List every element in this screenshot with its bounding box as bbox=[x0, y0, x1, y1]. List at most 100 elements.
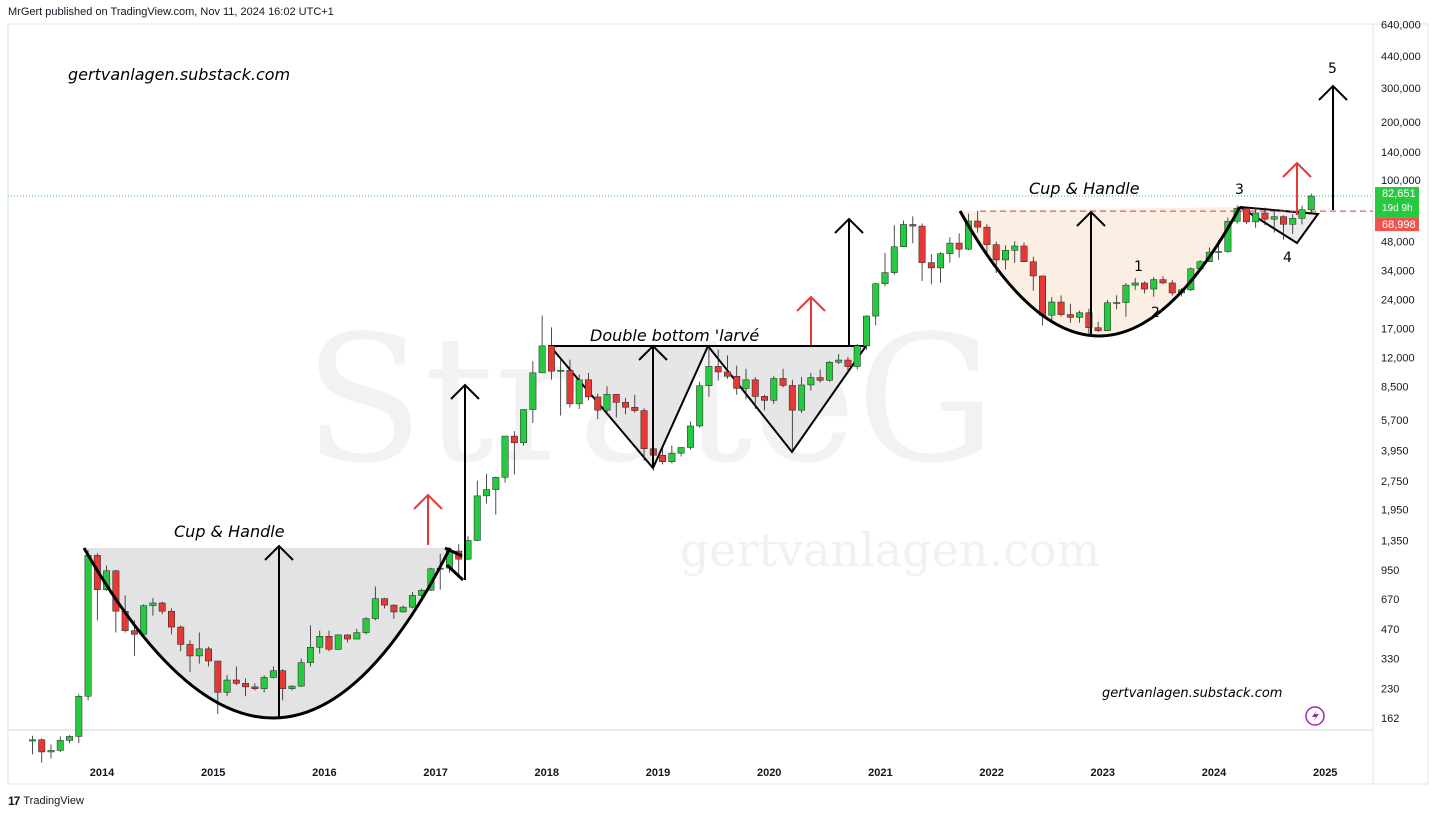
cup-handle-label-2: Cup & Handle bbox=[1029, 179, 1140, 198]
candle-body bbox=[269, 670, 277, 678]
candle-body bbox=[279, 670, 287, 689]
candle-body bbox=[520, 409, 528, 443]
breakout2-arrow bbox=[834, 217, 864, 346]
price-axis[interactable]: 640,000 440,000 300,000 200,000 140,000 100,0… bbox=[1381, 20, 1421, 725]
candle-body bbox=[316, 636, 324, 648]
candle-body bbox=[112, 570, 120, 612]
candle-body bbox=[909, 224, 917, 227]
candle-body bbox=[510, 435, 518, 443]
cup2-curve bbox=[958, 206, 1242, 338]
candle-body bbox=[705, 366, 713, 386]
candle-body bbox=[399, 606, 407, 613]
candle-body bbox=[770, 378, 778, 401]
time-axis[interactable]: 2014 2015 2016 2017 2018 2019 2020 2021 2022 2023… bbox=[90, 767, 1338, 779]
candle-body bbox=[1215, 251, 1223, 253]
candle-body bbox=[84, 555, 92, 697]
candle-body bbox=[473, 495, 481, 541]
candle-body bbox=[677, 447, 685, 454]
candle-body bbox=[362, 618, 370, 633]
price-tick-label: 440,000 bbox=[1381, 51, 1421, 63]
wave-3-label: 3 bbox=[1235, 182, 1244, 198]
time-tick-label: 2021 bbox=[868, 767, 892, 779]
time-tick-label: 2025 bbox=[1313, 767, 1337, 779]
candle-body bbox=[325, 636, 333, 650]
time-tick-label: 2024 bbox=[1202, 767, 1227, 779]
price-tick-label: 3,950 bbox=[1381, 446, 1409, 458]
candle-body bbox=[205, 648, 212, 662]
candle-body bbox=[659, 454, 667, 462]
time-tick-label: 2020 bbox=[757, 767, 781, 779]
cup1-curve bbox=[82, 547, 452, 720]
candle-body bbox=[66, 736, 73, 741]
breakout1-arrow bbox=[450, 383, 480, 580]
cup2-height-arrow bbox=[1076, 210, 1106, 336]
candle-body bbox=[130, 630, 138, 635]
price-tick-label: 300,000 bbox=[1381, 83, 1421, 95]
price-tick-label: 950 bbox=[1381, 565, 1399, 577]
cup1-height-arrow bbox=[264, 544, 294, 718]
candle-body bbox=[29, 739, 36, 742]
candle-body bbox=[1057, 301, 1065, 315]
candle-body bbox=[714, 366, 722, 373]
candle-body bbox=[353, 632, 361, 640]
candle-body bbox=[75, 696, 83, 737]
lightning-icon[interactable] bbox=[1305, 706, 1325, 726]
time-tick-label: 2019 bbox=[646, 767, 670, 779]
candle-body bbox=[149, 602, 157, 606]
level-price-badge: 68,998 bbox=[1375, 217, 1419, 232]
candle-body bbox=[992, 244, 1000, 261]
candle-body bbox=[955, 242, 963, 250]
candle-body bbox=[724, 371, 731, 377]
candle-body bbox=[1141, 282, 1148, 290]
candle-body bbox=[334, 634, 342, 650]
handle2-pennant bbox=[1239, 206, 1320, 245]
price-tick-label: 8,500 bbox=[1381, 381, 1409, 393]
time-tick-label: 2014 bbox=[90, 767, 115, 779]
candle-body bbox=[640, 410, 648, 449]
price-tick-label: 470 bbox=[1381, 624, 1399, 636]
signal-arrows bbox=[413, 161, 1312, 545]
candle-body bbox=[1066, 314, 1074, 318]
candle-body bbox=[863, 315, 870, 347]
candle-body bbox=[918, 225, 926, 263]
candle-body bbox=[1122, 284, 1130, 303]
candle-body bbox=[56, 740, 64, 751]
red-arrow-2024 bbox=[1282, 161, 1312, 215]
candle-body bbox=[390, 604, 398, 613]
candle-body bbox=[622, 402, 629, 408]
candle-body bbox=[835, 359, 843, 363]
candle-body bbox=[1103, 302, 1111, 331]
candle-body bbox=[1280, 216, 1287, 225]
candle-body bbox=[177, 626, 185, 645]
candle-body bbox=[927, 262, 935, 269]
price-tick-label: 12,000 bbox=[1381, 353, 1415, 365]
candle-body bbox=[47, 750, 55, 753]
price-tick-label: 200,000 bbox=[1381, 117, 1421, 129]
candle-body bbox=[844, 359, 852, 367]
candle-body bbox=[288, 685, 296, 689]
candle-body bbox=[1131, 282, 1139, 286]
candle-body bbox=[566, 370, 574, 405]
time-tick-label: 2016 bbox=[312, 767, 336, 779]
price-tick-label: 640,000 bbox=[1381, 20, 1421, 32]
candle-body bbox=[1298, 209, 1306, 219]
candle-body bbox=[1094, 327, 1102, 331]
candle-body bbox=[232, 679, 240, 684]
candle-body bbox=[1159, 279, 1167, 284]
candle-body bbox=[881, 272, 889, 284]
site-label-bottom: gertvanlagen.substack.com bbox=[1102, 686, 1282, 701]
candle-body bbox=[1011, 245, 1019, 251]
double-bottom-label: Double bottom 'larvé bbox=[590, 326, 759, 345]
cup-handle-label-1: Cup & Handle bbox=[174, 522, 285, 541]
candle-body bbox=[788, 385, 796, 411]
target-arrows bbox=[264, 84, 1348, 718]
candle-body bbox=[964, 220, 972, 250]
site-label-top: gertvanlagen.substack.com bbox=[68, 65, 290, 84]
wave5-target-arrow bbox=[1318, 84, 1348, 210]
footer-branding: 17 TradingView bbox=[8, 794, 84, 808]
candle-body bbox=[1168, 282, 1176, 294]
candle-body bbox=[1242, 208, 1250, 223]
current-price-label: 82,651 bbox=[1382, 188, 1416, 200]
candle-body bbox=[547, 345, 555, 372]
